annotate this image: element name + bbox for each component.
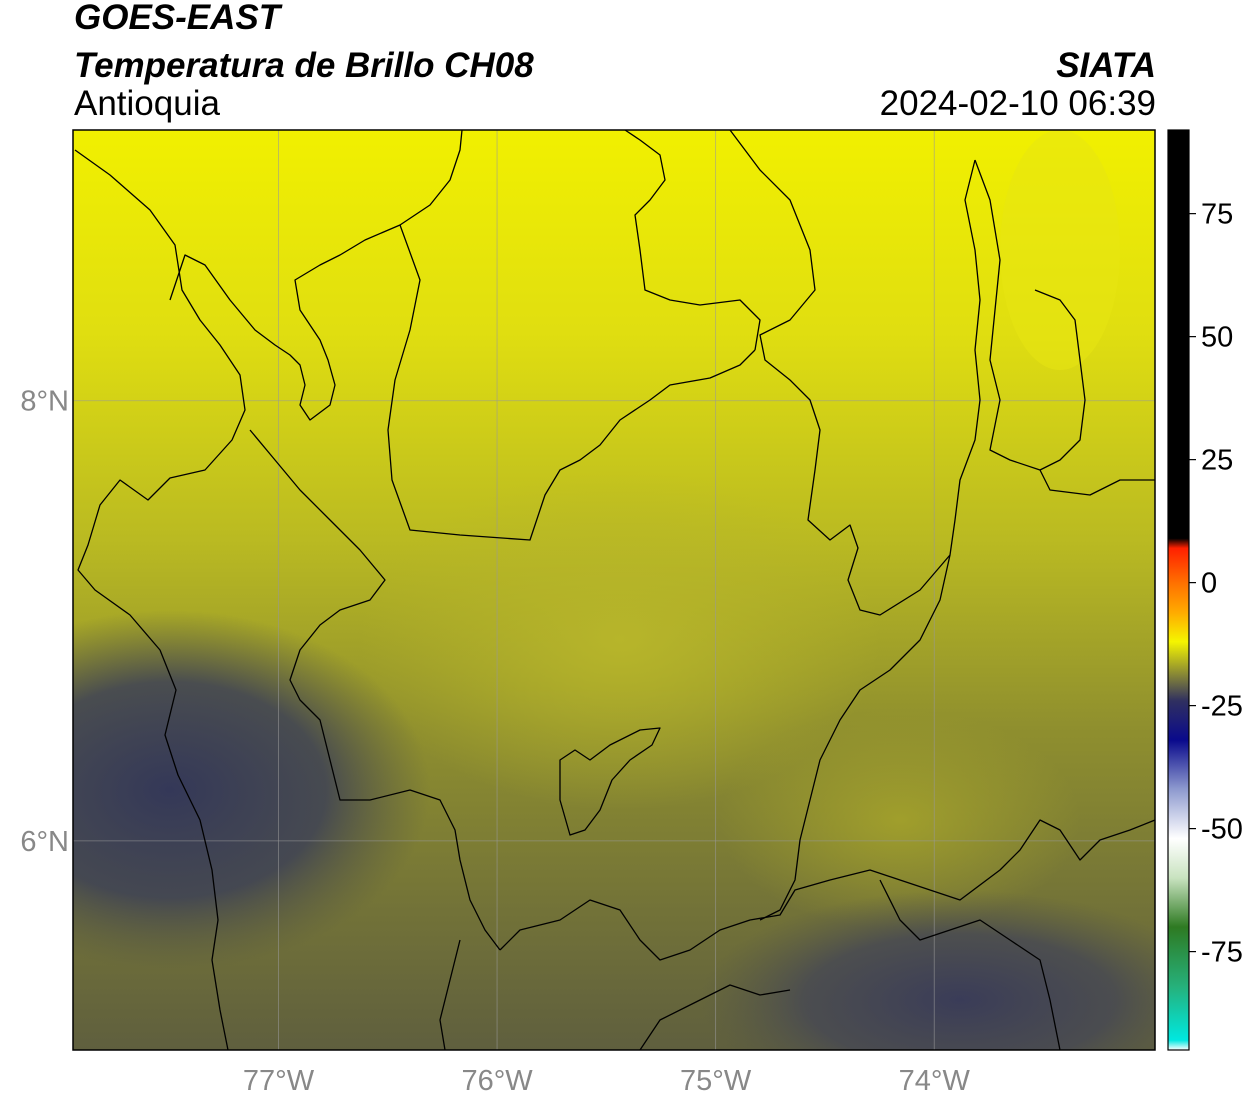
lon-label: 74°W [899,1065,971,1097]
product-title: Temperatura de Brillo CH08 [74,46,534,85]
lon-label: 76°W [461,1065,533,1097]
political-boundaries [74,130,1155,1050]
colorbar-frame [1167,129,1190,1051]
department-boundary-risaralda [639,984,791,1050]
lat-label: 6°N [20,826,69,858]
colorbar-tick-label: 50 [1201,322,1233,354]
coastline [74,149,246,1050]
department-boundary-north-west [249,429,501,951]
department-boundary-caldas [439,939,461,1050]
colorbar-tick-label: 0 [1201,568,1217,600]
colorbar-tick-label: -25 [1201,691,1243,723]
department-boundary-east [729,130,981,616]
map-frame [72,129,1156,1051]
latitude-labels: 8°N 6°N [20,386,69,858]
department-boundary-santander [974,159,1155,496]
department-boundary-cordoba [387,224,756,541]
department-boundary-south [499,819,1155,961]
satellite-title: GOES-EAST [74,0,281,37]
department-boundary-bolivar [624,130,761,351]
colorbar-tick-label: 25 [1201,445,1233,477]
colorbar-tick-label: 75 [1201,199,1233,231]
colorbar-tick-label: -50 [1201,814,1243,846]
colorbar-gradient [1168,130,1189,1050]
region-label: Antioquia [74,84,220,123]
timestamp-label: 2024-02-10 06:39 [879,84,1156,123]
municipality-medellin [559,727,661,836]
department-boundary-east-inner [879,879,1061,1050]
lat-label: 8°N [20,386,69,418]
agency-label: SIATA [1056,46,1156,85]
lat-lon-gridlines [73,130,1155,1050]
department-boundary-north-east-loop [1034,289,1086,471]
colorbar: 75 50 25 0 -25 -50 -75 [1167,129,1243,1051]
longitude-labels: 77°W 76°W 75°W 74°W [243,1065,971,1097]
department-boundary-magdalena-river [759,554,951,921]
lon-label: 75°W [680,1065,752,1097]
colorbar-ticks: 75 50 25 0 -25 -50 -75 [1189,199,1243,969]
lon-label: 77°W [243,1065,315,1097]
colorbar-tick-label: -75 [1201,937,1243,969]
brightness-temperature-field [73,130,1155,1050]
